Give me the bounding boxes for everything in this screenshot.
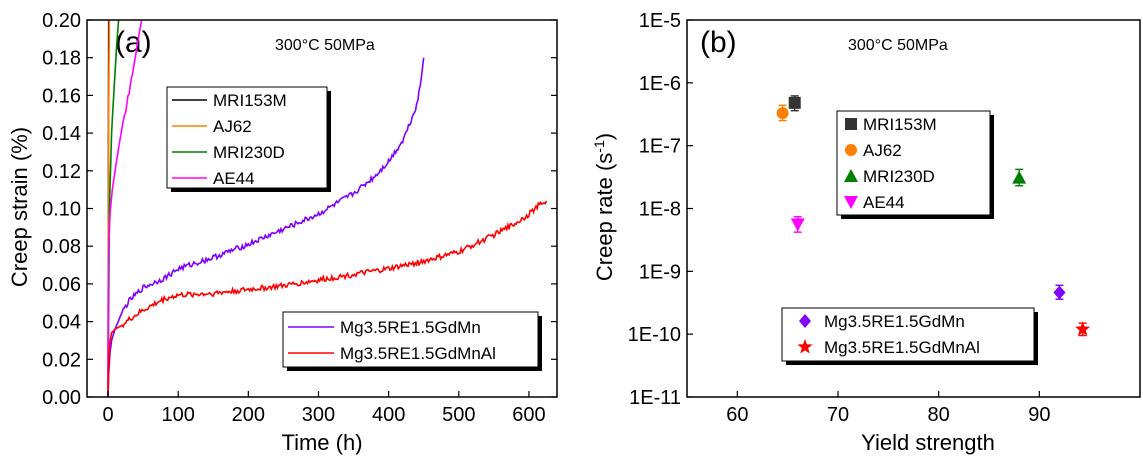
panel-a-label: (a) — [115, 26, 152, 59]
point-mri230d — [1012, 170, 1027, 184]
point-aj62 — [776, 107, 789, 120]
legend-label-aj62-b: AJ62 — [863, 141, 902, 160]
x-tick-label: 300 — [302, 404, 335, 426]
panel-a-xlabel: Time (h) — [281, 430, 362, 455]
x-tick-label: 100 — [162, 404, 195, 426]
point-mg3-5re1-5gdmn — [1053, 285, 1066, 300]
y-tick-label: 0.02 — [42, 349, 81, 371]
legend-marker-mri153m — [845, 118, 857, 130]
panel-b-xlabel: Yield strength — [861, 430, 995, 455]
y-tick-label: 0.20 — [42, 10, 81, 32]
y-tick-label: 0.06 — [42, 274, 81, 296]
legend-label-ae44-b: AE44 — [863, 193, 905, 212]
legend-marker-aj62 — [845, 144, 857, 156]
y-tick-label: 1E-7 — [639, 136, 681, 158]
panel-a: (a) 300°C 50MPa Time (h) Creep strain (%… — [7, 10, 558, 455]
x-tick-label: 90 — [1028, 404, 1050, 426]
y-tick-label: 1E-10 — [628, 324, 681, 346]
legend-marker-mri230d — [844, 169, 858, 182]
legend-label-gdmnal: Mg3.5RE1.5GdMnAl — [340, 344, 496, 363]
y-tick-label: 0.04 — [42, 312, 81, 334]
legend-label-mri153m-b: MRI153M — [863, 115, 937, 134]
y-tick-label: 0.10 — [42, 199, 81, 221]
x-tick-label: 0 — [102, 404, 113, 426]
y-tick-label: 0.08 — [42, 236, 81, 258]
x-tick-label: 400 — [372, 404, 405, 426]
panel-a-ylabel: Creep strain (%) — [7, 127, 32, 287]
legend-label-aj62: AJ62 — [213, 117, 252, 136]
panel-a-condition: 300°C 50MPa — [275, 37, 375, 54]
y-tick-label: 1E-5 — [639, 10, 681, 32]
panel-b-legend-bottom: Mg3.5RE1.5GdMn Mg3.5RE1.5GdMnAl — [781, 307, 1038, 365]
x-tick-label: 80 — [928, 404, 950, 426]
x-tick-label: 600 — [512, 404, 545, 426]
y-tick-label: 1E-9 — [639, 261, 681, 283]
legend-marker-ae44 — [844, 196, 858, 209]
legend-marker-mg3-5re1-5gdmnal — [797, 339, 813, 354]
y-tick-label: 0.14 — [42, 123, 81, 145]
y-tick-label: 1E-6 — [639, 73, 681, 95]
legend-label-gdmn-b: Mg3.5RE1.5GdMn — [824, 312, 965, 331]
legend-label-mri230d: MRI230D — [213, 143, 285, 162]
y-tick-label: 0.18 — [42, 48, 81, 70]
x-tick-label: 200 — [232, 404, 265, 426]
panel-a-legend-top: MRI153M AJ62 MRI230D AE44 — [166, 86, 331, 192]
y-tick-label: 0.00 — [42, 387, 81, 409]
panel-b-legend-top: MRI153M AJ62 MRI230D AE44 — [836, 110, 994, 219]
y-tick-label: 0.16 — [42, 85, 81, 107]
legend-label-gdmn: Mg3.5RE1.5GdMn — [340, 318, 481, 337]
legend-label-ae44: AE44 — [213, 169, 255, 188]
point-ae44 — [790, 218, 805, 232]
x-tick-label: 60 — [726, 404, 748, 426]
x-tick-label: 500 — [442, 404, 475, 426]
y-tick-label: 0.12 — [42, 161, 81, 183]
legend-label-mri153m: MRI153M — [213, 91, 287, 110]
series-line-mg3-5re1-5gdmnal — [107, 200, 548, 397]
panel-b-condition: 300°C 50MPa — [848, 37, 948, 54]
series-line-mg3-5re1-5gdmn — [107, 57, 425, 397]
panel-b: (b) 300°C 50MPa Yield strength Creep rat… — [591, 10, 1141, 455]
legend-label-mri230d-b: MRI230D — [863, 167, 935, 186]
point-mg3-5re1-5gdmnal — [1075, 321, 1091, 336]
series-line-ae44 — [107, 20, 143, 397]
legend-label-gdmnal-b: Mg3.5RE1.5GdMnAl — [824, 338, 980, 357]
y-tick-label: 1E-8 — [639, 199, 681, 221]
panel-b-label: (b) — [700, 26, 737, 59]
panel-b-ylabel: Creep rate (s-1) — [591, 133, 617, 281]
legend-marker-mg3-5re1-5gdmn — [799, 314, 811, 328]
point-mri153m — [788, 96, 801, 109]
x-tick-label: 70 — [827, 404, 849, 426]
y-tick-label: 1E-11 — [629, 387, 681, 409]
panel-a-legend-bottom: Mg3.5RE1.5GdMn Mg3.5RE1.5GdMnAl — [282, 311, 542, 371]
